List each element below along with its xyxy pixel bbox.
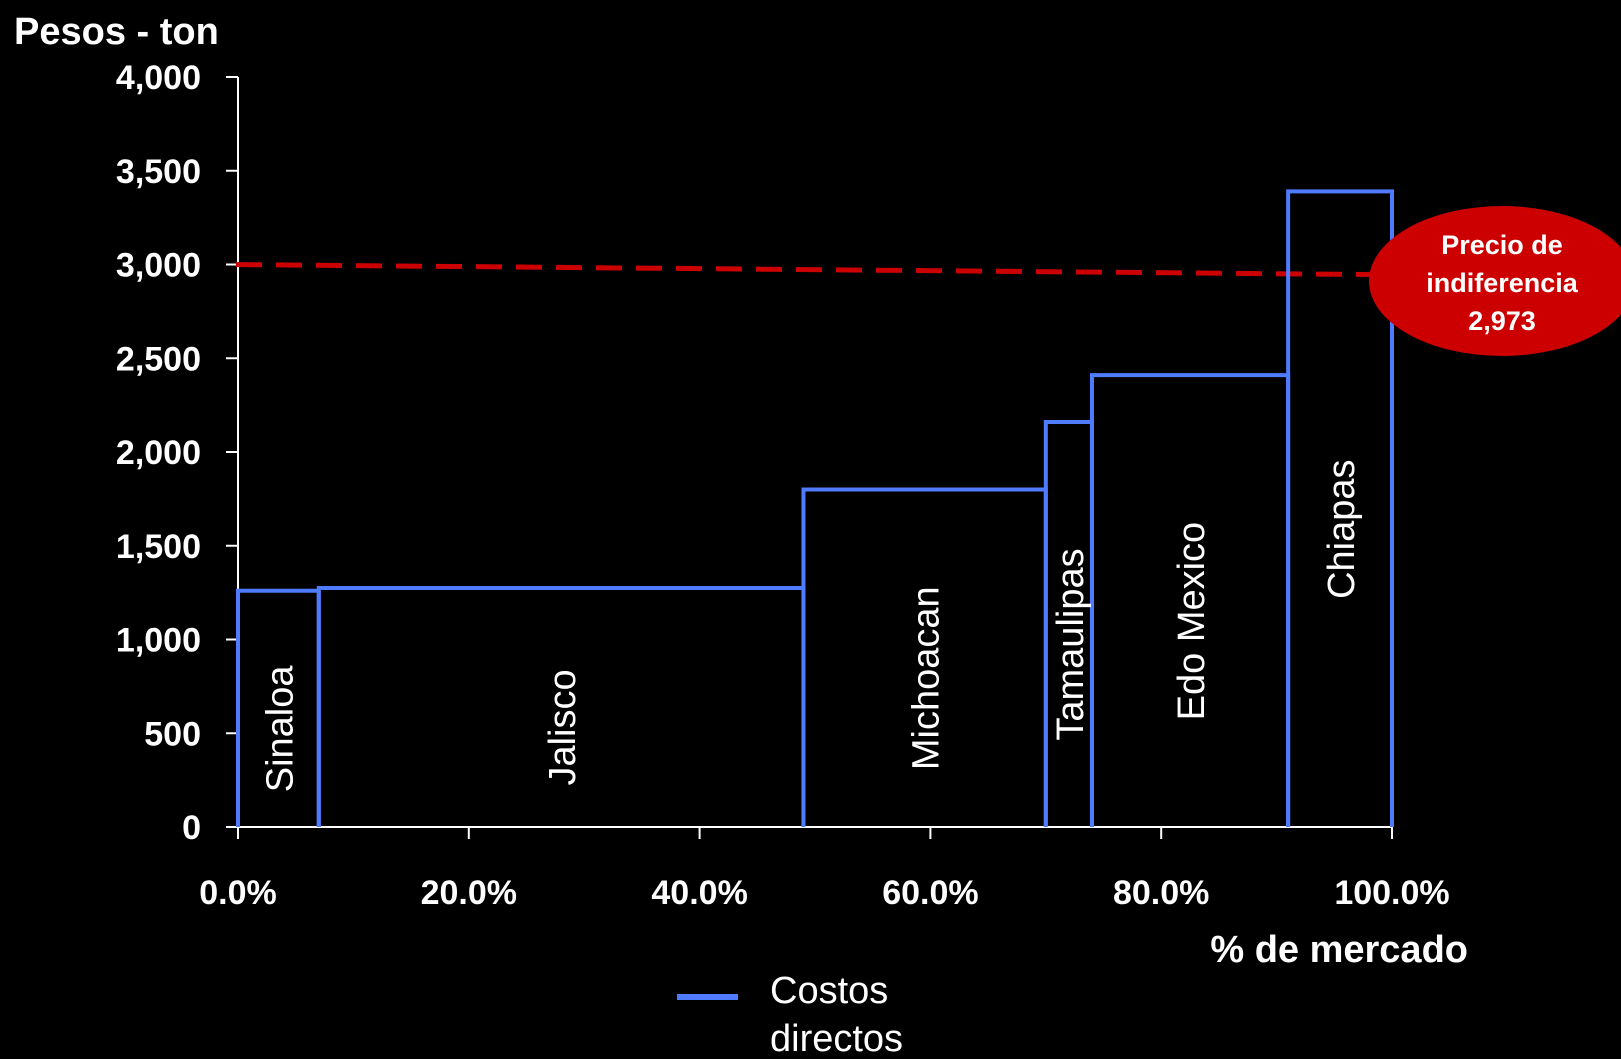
callout-ellipse	[1369, 206, 1621, 356]
legend-label-line-1: Costos	[770, 970, 888, 1012]
x-axis-title: % de mercado	[1210, 929, 1468, 971]
region-label: Michoacan	[906, 586, 948, 770]
x-tick-label: 80.0%	[1113, 874, 1209, 912]
cost-block	[1286, 189, 1394, 827]
reference-line-layer	[235, 262, 1373, 278]
x-tick-label: 20.0%	[421, 874, 517, 912]
y-axis-title: Pesos - ton	[14, 11, 219, 53]
y-tick-label: 2,000	[116, 434, 201, 472]
y-tick-label: 3,500	[116, 153, 201, 191]
region-label-layer: Sinaloa Jalisco Michoacan Tamaulipas Edo Mex…	[259, 459, 1363, 792]
y-tick-label: 0	[182, 809, 201, 847]
callout-line-3: 2,973	[1468, 306, 1536, 336]
y-tick-label: 1,000	[116, 622, 201, 660]
x-tick-label: 40.0%	[651, 874, 747, 912]
series-layer	[236, 189, 1394, 827]
y-tick-label: 2,500	[116, 340, 201, 378]
y-tick-label: 1,500	[116, 528, 201, 566]
indifference-price-callout: Precio de indiferencia 2,973	[1369, 206, 1621, 356]
region-label: Tamaulipas	[1050, 548, 1092, 740]
legend: Costos directos	[677, 970, 903, 1059]
callout-line-1: Precio de	[1441, 230, 1563, 260]
y-tick-label: 3,000	[116, 247, 201, 285]
indifference-price-line	[235, 262, 1373, 278]
region-label: Chiapas	[1321, 459, 1363, 598]
callout-line-2: indiferencia	[1426, 268, 1579, 298]
y-tick-label: 4,000	[116, 59, 201, 97]
region-label: Sinaloa	[259, 665, 301, 793]
x-tick-label: 60.0%	[882, 874, 978, 912]
region-label: Edo Mexico	[1171, 522, 1213, 721]
region-label: Jalisco	[542, 669, 584, 785]
legend-label-line-2: directos	[770, 1018, 903, 1059]
x-tick-label: 100.0%	[1334, 874, 1449, 912]
axes: 0 500 1,000 1,500 2,000 2,500 3,000 3,500 4,000 0…	[116, 59, 1450, 912]
y-tick-label: 500	[144, 715, 201, 753]
x-tick-label: 0.0%	[199, 874, 277, 912]
